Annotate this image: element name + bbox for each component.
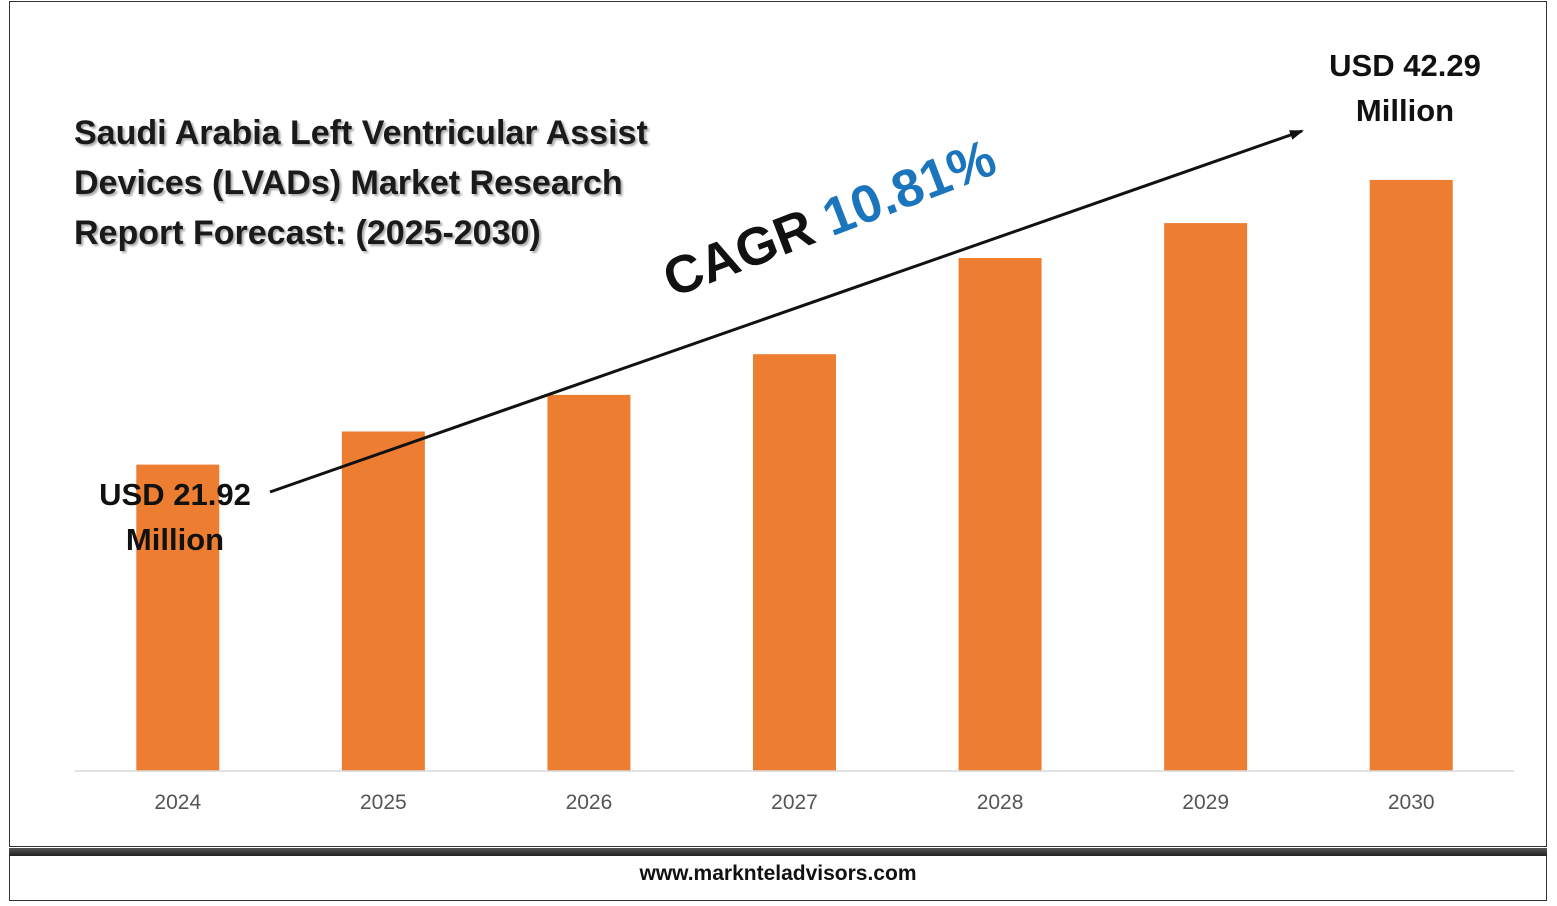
- bar-2030: [1369, 179, 1453, 772]
- bar-2029: [1164, 223, 1248, 771]
- growth-arrow: [269, 129, 1304, 494]
- x-tick-label-2027: 2027: [771, 791, 818, 814]
- x-tick-label-2024: 2024: [154, 791, 201, 814]
- x-tick-label-2029: 2029: [1182, 791, 1229, 814]
- start-value-text: USD 21.92 Million: [99, 477, 251, 557]
- bar-2026: [547, 394, 631, 771]
- footer-website-link[interactable]: www.marknteladvisors.com: [639, 862, 917, 885]
- x-tick-label-2026: 2026: [566, 791, 613, 814]
- x-tick-label-2028: 2028: [977, 791, 1024, 814]
- bar-2024: [136, 464, 220, 771]
- x-tick-label-2030: 2030: [1388, 791, 1435, 814]
- x-tick-label-2025: 2025: [360, 791, 407, 814]
- bar-2025: [341, 431, 425, 771]
- footer-divider: [9, 848, 1547, 856]
- footer: www.marknteladvisors.com: [9, 856, 1547, 901]
- end-value-label: USD 42.29 Million: [1310, 43, 1500, 133]
- chart-title: Saudi Arabia Left Ventricular Assist Dev…: [74, 114, 648, 252]
- start-value-label: USD 21.92 Million: [80, 472, 270, 562]
- bar-2027: [753, 354, 836, 771]
- end-value-text: USD 42.29 Million: [1329, 48, 1481, 128]
- bar-2028: [958, 258, 1042, 772]
